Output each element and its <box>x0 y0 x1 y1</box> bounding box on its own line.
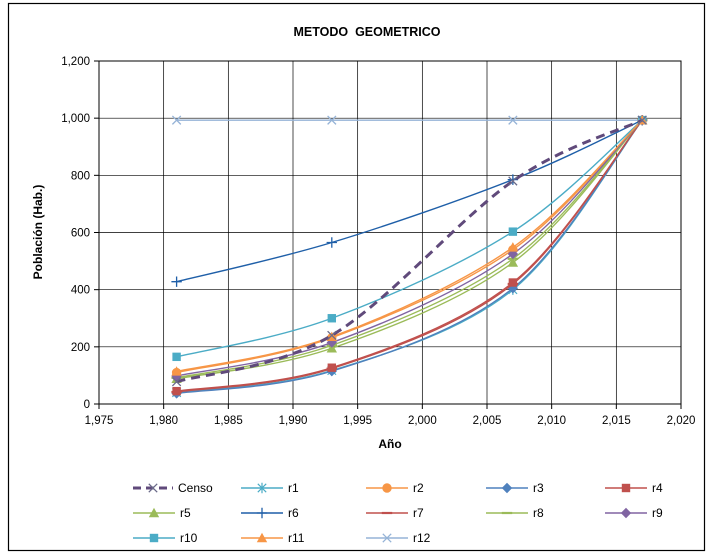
legend-label-r2: r2 <box>413 481 424 495</box>
series-point-censo <box>171 377 182 387</box>
y-tick-label: 1,200 <box>61 56 90 68</box>
series-point-r10 <box>508 227 518 236</box>
x-tick-label: 1,975 <box>85 415 114 427</box>
legend-item-r10: r10 <box>133 531 198 545</box>
chart-title: METODO GEOMETRICO <box>294 25 441 39</box>
series-line-r5 <box>176 119 643 380</box>
legend-item-r2: r2 <box>366 481 424 495</box>
series-point-censo <box>508 176 518 186</box>
legend-label-r1: r1 <box>288 481 299 495</box>
y-axis-label: Población (Hab.) <box>31 185 45 280</box>
legend-item-r7: r7 <box>366 506 424 520</box>
series-line-r7 <box>176 119 643 393</box>
legend-label-r12: r12 <box>413 531 431 545</box>
legend-label-r9: r9 <box>652 506 663 520</box>
series-point-r12 <box>327 115 337 125</box>
legend-label-r3: r3 <box>533 481 544 495</box>
legend-marker-r9 <box>620 507 632 519</box>
series-point-censo <box>327 330 337 341</box>
x-tick-label: 2,010 <box>537 415 566 427</box>
legend-marker-r2 <box>382 483 392 493</box>
series-point-r11 <box>507 242 519 252</box>
x-tick-label: 1,995 <box>343 415 372 427</box>
y-tick-label: 0 <box>84 399 90 411</box>
x-tick-label: 2,000 <box>408 415 437 427</box>
legend-marker-r5 <box>148 507 160 518</box>
legend-item-r4: r4 <box>605 481 663 495</box>
series-point-r11 <box>171 366 182 376</box>
series-point-r5 <box>507 257 519 267</box>
y-tick-label: 200 <box>71 342 90 354</box>
legend-marker-r4 <box>621 483 631 493</box>
legend-item-r1: r1 <box>241 481 299 495</box>
series-point-r10 <box>172 352 181 362</box>
legend-item-r6: r6 <box>241 506 299 520</box>
series-line-r10 <box>176 119 643 358</box>
legend-label-r8: r8 <box>533 506 544 520</box>
x-tick-label: 1,990 <box>279 415 308 427</box>
legend-marker-r10 <box>149 533 159 543</box>
series-point-censo <box>637 115 647 125</box>
x-tick-label: 2,020 <box>667 415 696 427</box>
series-layer <box>171 114 648 399</box>
series-line-censo <box>176 118 643 384</box>
legend-label-r10: r10 <box>180 531 198 545</box>
series-point-r6 <box>326 237 337 248</box>
y-tick-label: 400 <box>71 285 90 297</box>
legend-item-r9: r9 <box>605 506 663 520</box>
series-line-r8 <box>176 119 643 379</box>
y-axis-ticks: 0 200 400 600 800 1,000 1,200 <box>61 56 99 411</box>
series-point-r12 <box>508 115 518 125</box>
legend-item-censo: Censo <box>133 481 213 495</box>
x-axis-ticks: 1,975 1,980 1,985 1,990 1,995 2,000 2,005 2,010… <box>85 404 696 427</box>
x-axis-label: Año <box>378 437 401 451</box>
legend-label-r4: r4 <box>652 481 663 495</box>
series-point-r12 <box>171 115 182 125</box>
series-line-r6 <box>176 119 643 283</box>
x-tick-label: 1,985 <box>214 415 243 427</box>
legend-marker-r1 <box>257 482 267 494</box>
series-line-r9 <box>176 119 643 377</box>
y-tick-label: 600 <box>71 228 90 240</box>
legend-item-r5: r5 <box>133 506 191 520</box>
series-censo <box>171 115 647 387</box>
legend-marker-r11 <box>256 532 268 543</box>
series-point-r6 <box>171 276 182 287</box>
x-tick-label: 1,980 <box>149 415 178 427</box>
legend-label-r5: r5 <box>180 506 191 520</box>
x-tick-label: 2,015 <box>602 415 631 427</box>
legend-label-r11: r11 <box>288 531 305 545</box>
legend-label-r7: r7 <box>413 506 424 520</box>
series-line-r2 <box>176 119 643 374</box>
series-point-r10 <box>327 314 336 323</box>
legend-label-censo: Censo <box>178 481 213 495</box>
x-tick-label: 2,005 <box>473 415 502 427</box>
series-line-r11 <box>176 119 643 373</box>
y-tick-label: 1,000 <box>61 113 90 125</box>
series-point-r5 <box>326 343 337 353</box>
legend-item-r12: r12 <box>366 531 431 545</box>
series-line-r3 <box>176 119 643 395</box>
legend-marker-r12 <box>382 533 392 543</box>
legend-marker-censo <box>148 483 158 493</box>
legend-item-r11: r11 <box>241 531 305 545</box>
legend-label-r6: r6 <box>288 506 299 520</box>
series-point-r6 <box>507 174 519 185</box>
legend: Censo r1 r2 r3 r4 r5 r6 r7 r8 r9 r10 r11 r12 <box>133 481 663 545</box>
legend-marker-r3 <box>501 482 513 494</box>
legend-item-r8: r8 <box>486 506 544 520</box>
series-r12 <box>171 115 647 125</box>
series-point-r4 <box>508 278 518 287</box>
y-tick-label: 800 <box>71 170 90 182</box>
legend-marker-r6 <box>256 507 268 519</box>
legend-item-r3: r3 <box>486 481 544 495</box>
